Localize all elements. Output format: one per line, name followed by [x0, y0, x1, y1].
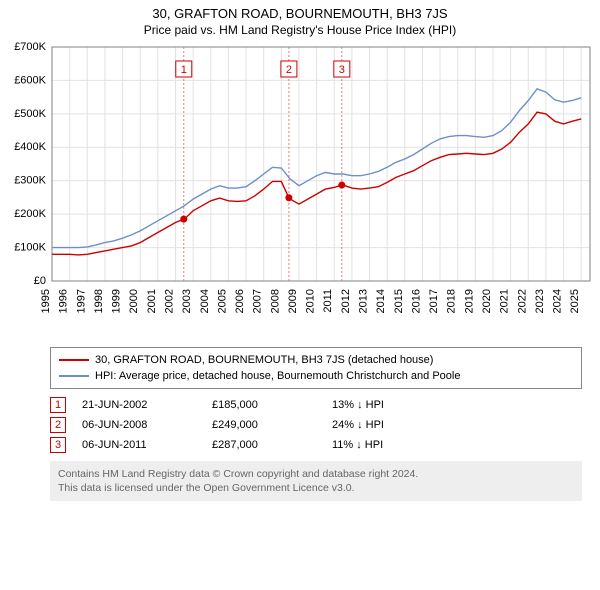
svg-text:2008: 2008 — [269, 289, 281, 313]
svg-text:2004: 2004 — [199, 289, 211, 313]
svg-text:2019: 2019 — [463, 289, 475, 313]
svg-text:2000: 2000 — [128, 289, 140, 313]
svg-text:2018: 2018 — [446, 289, 458, 313]
svg-text:£600K: £600K — [14, 74, 46, 86]
svg-text:1995: 1995 — [40, 289, 52, 313]
svg-text:£100K: £100K — [14, 241, 46, 253]
page-subtitle: Price paid vs. HM Land Registry's House … — [0, 21, 600, 41]
event-marker-box: 1 — [50, 397, 66, 413]
event-delta: 24% ↓ HPI — [332, 419, 384, 431]
legend-label: HPI: Average price, detached house, Bour… — [95, 370, 460, 382]
attribution-box: Contains HM Land Registry data © Crown c… — [50, 461, 582, 501]
svg-text:2011: 2011 — [322, 289, 334, 313]
svg-text:2013: 2013 — [358, 289, 370, 313]
legend-row: HPI: Average price, detached house, Bour… — [59, 368, 573, 384]
svg-text:£300K: £300K — [14, 175, 46, 187]
svg-text:2: 2 — [286, 64, 292, 76]
page-title: 30, GRAFTON ROAD, BOURNEMOUTH, BH3 7JS — [0, 0, 600, 21]
svg-text:2021: 2021 — [499, 289, 511, 313]
svg-text:2001: 2001 — [146, 289, 158, 313]
event-price: £185,000 — [212, 399, 332, 411]
price-chart-svg: £0 £100K £200K £300K £400K £500K £600K £700K 199… — [0, 41, 600, 341]
event-row: 2 06-JUN-2008£249,00024% ↓ HPI — [50, 415, 582, 435]
svg-text:2023: 2023 — [534, 289, 546, 313]
svg-text:2010: 2010 — [305, 289, 317, 313]
event-row: 3 06-JUN-2011£287,00011% ↓ HPI — [50, 435, 582, 455]
legend-row: 30, GRAFTON ROAD, BOURNEMOUTH, BH3 7JS (… — [59, 352, 573, 368]
svg-text:2017: 2017 — [428, 289, 440, 313]
events-table: 1 21-JUN-2002£185,00013% ↓ HPI 2 06-JUN-200… — [50, 395, 582, 455]
svg-text:1: 1 — [181, 64, 187, 76]
event-marker-box: 3 — [50, 437, 66, 453]
svg-text:2022: 2022 — [516, 289, 528, 313]
svg-text:2002: 2002 — [163, 289, 175, 313]
legend-swatch — [59, 375, 89, 377]
svg-text:2007: 2007 — [252, 289, 264, 313]
attribution-line-2: This data is licensed under the Open Gov… — [58, 481, 574, 495]
event-price: £287,000 — [212, 439, 332, 451]
event-date: 21-JUN-2002 — [82, 399, 212, 411]
svg-text:£700K: £700K — [14, 41, 46, 53]
event-delta: 11% ↓ HPI — [332, 439, 383, 451]
svg-text:2014: 2014 — [375, 289, 387, 313]
svg-text:£500K: £500K — [14, 108, 46, 120]
svg-text:£200K: £200K — [14, 208, 46, 220]
attribution-line-1: Contains HM Land Registry data © Crown c… — [58, 467, 574, 481]
svg-text:2024: 2024 — [552, 289, 564, 313]
legend-swatch — [59, 359, 89, 361]
event-date: 06-JUN-2008 — [82, 419, 212, 431]
svg-text:2015: 2015 — [393, 289, 405, 313]
svg-text:2020: 2020 — [481, 289, 493, 313]
svg-text:£0: £0 — [34, 275, 46, 287]
event-date: 06-JUN-2011 — [82, 439, 212, 451]
legend-label: 30, GRAFTON ROAD, BOURNEMOUTH, BH3 7JS (… — [95, 354, 433, 366]
svg-text:£400K: £400K — [14, 141, 46, 153]
svg-text:1998: 1998 — [93, 289, 105, 313]
legend-box: 30, GRAFTON ROAD, BOURNEMOUTH, BH3 7JS (… — [50, 347, 582, 389]
svg-text:1996: 1996 — [58, 289, 70, 313]
svg-text:2005: 2005 — [216, 289, 228, 313]
svg-text:1999: 1999 — [111, 289, 123, 313]
svg-text:2012: 2012 — [340, 289, 352, 313]
event-row: 1 21-JUN-2002£185,00013% ↓ HPI — [50, 395, 582, 415]
svg-text:1997: 1997 — [75, 289, 87, 313]
event-marker-box: 2 — [50, 417, 66, 433]
svg-text:2016: 2016 — [410, 289, 422, 313]
event-delta: 13% ↓ HPI — [332, 399, 384, 411]
svg-text:2003: 2003 — [181, 289, 193, 313]
chart-area: £0 £100K £200K £300K £400K £500K £600K £700K 199… — [0, 41, 600, 341]
svg-text:2025: 2025 — [569, 289, 581, 313]
svg-text:3: 3 — [339, 64, 345, 76]
svg-text:2009: 2009 — [287, 289, 299, 313]
svg-text:2006: 2006 — [234, 289, 246, 313]
event-price: £249,000 — [212, 419, 332, 431]
